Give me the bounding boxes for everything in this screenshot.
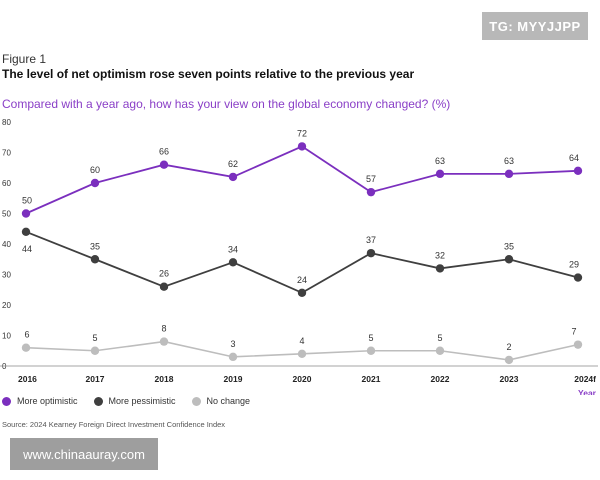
legend-swatch-no-change xyxy=(191,396,201,406)
data-label-pessimistic-2018: 26 xyxy=(159,269,169,279)
y-tick-label-40: 40 xyxy=(2,240,11,249)
y-tick-label-20: 20 xyxy=(2,301,11,310)
data-point-optimistic-2018 xyxy=(159,160,169,169)
data-point-optimistic-2020 xyxy=(297,142,307,151)
data-point-optimistic-2022 xyxy=(435,169,445,179)
data-point-pessimistic-2017 xyxy=(90,255,100,264)
y-tick-label-30: 30 xyxy=(2,271,11,280)
data-point-optimistic-2016 xyxy=(21,209,31,218)
x-tick-label-2019: 2019 xyxy=(224,374,243,384)
data-label-pessimistic-2021: 37 xyxy=(366,235,376,245)
legend-item-pessimistic: More pessimistic xyxy=(93,396,176,406)
x-tick-label-2023: 2023 xyxy=(500,374,519,384)
y-tick-label-50: 50 xyxy=(2,210,11,219)
data-label-optimistic-2022: 63 xyxy=(435,156,445,166)
data-label-no-change-2018: 8 xyxy=(161,324,166,334)
data-point-no-change-2022 xyxy=(435,346,445,355)
data-point-no-change-2016 xyxy=(21,343,31,352)
data-label-optimistic-2020: 72 xyxy=(297,128,307,138)
chart-legend: More optimistic More pessimistic No chan… xyxy=(2,396,266,406)
website-watermark-badge: www.chinaauray.com xyxy=(10,438,158,470)
source-note: Source: 2024 Kearney Foreign Direct Inve… xyxy=(2,420,226,429)
data-point-pessimistic-2021 xyxy=(366,248,376,258)
data-label-pessimistic-2024f: 29 xyxy=(569,260,579,270)
telegram-watermark-badge: TG: MYYJJPP xyxy=(482,12,588,40)
data-point-optimistic-2019 xyxy=(228,172,238,182)
data-point-no-change-2021 xyxy=(366,346,376,355)
data-label-pessimistic-2022: 32 xyxy=(435,250,445,260)
x-axis-label: Year xyxy=(578,388,597,395)
x-tick-label-2022: 2022 xyxy=(431,374,450,384)
x-tick-label-2020: 2020 xyxy=(293,374,312,384)
data-point-pessimistic-2022 xyxy=(435,264,445,273)
data-label-pessimistic-2016: 44 xyxy=(22,244,32,254)
data-label-optimistic-2024f: 64 xyxy=(569,153,579,163)
data-point-pessimistic-2018 xyxy=(159,282,169,291)
data-point-optimistic-2017 xyxy=(90,178,100,188)
y-tick-label-70: 70 xyxy=(2,149,11,158)
series-line-optimistic xyxy=(25,145,579,215)
y-tick-label-10: 10 xyxy=(2,332,11,341)
data-label-no-change-2019: 3 xyxy=(230,339,235,349)
y-tick-label-0: 0 xyxy=(2,362,7,371)
legend-label-optimistic: More optimistic xyxy=(17,396,78,406)
data-point-optimistic-2021 xyxy=(366,187,376,197)
y-tick-label-80: 80 xyxy=(2,118,11,127)
data-point-no-change-2020 xyxy=(297,349,307,358)
data-label-optimistic-2017: 60 xyxy=(90,165,100,175)
data-point-pessimistic-2020 xyxy=(297,288,307,297)
x-tick-label-2017: 2017 xyxy=(86,374,105,384)
data-label-no-change-2016: 6 xyxy=(24,330,29,340)
data-point-pessimistic-2023 xyxy=(504,255,514,264)
data-label-pessimistic-2023: 35 xyxy=(504,241,514,251)
data-label-no-change-2021: 5 xyxy=(368,333,373,343)
chart-title: Compared with a year ago, how has your v… xyxy=(2,97,451,111)
data-point-optimistic-2024f xyxy=(573,166,583,175)
data-point-no-change-2017 xyxy=(90,346,100,355)
data-label-optimistic-2023: 63 xyxy=(504,156,514,166)
legend-swatch-optimistic xyxy=(2,396,11,406)
x-tick-label-2024f: 2024f xyxy=(574,374,596,384)
figure-title: The level of net optimism rose seven poi… xyxy=(2,67,415,81)
data-point-no-change-2024f xyxy=(573,340,583,349)
data-label-optimistic-2021: 57 xyxy=(366,174,376,184)
data-label-no-change-2017: 5 xyxy=(92,333,97,343)
data-point-pessimistic-2019 xyxy=(228,258,238,267)
data-point-no-change-2019 xyxy=(228,352,238,362)
data-label-no-change-2023: 2 xyxy=(506,342,511,352)
data-point-pessimistic-2024f xyxy=(573,273,583,282)
data-point-no-change-2018 xyxy=(159,337,169,346)
data-label-optimistic-2018: 66 xyxy=(159,147,169,157)
legend-label-pessimistic: More pessimistic xyxy=(108,396,176,406)
data-point-optimistic-2023 xyxy=(504,169,514,179)
x-tick-label-2016: 2016 xyxy=(18,374,37,384)
line-chart: 0 10 20 30 40 50 60 70 80 2016 2017 2018 2019 2020 202… xyxy=(0,118,598,395)
legend-label-no-change: No change xyxy=(206,396,251,406)
legend-item-no-change: No change xyxy=(191,396,251,406)
legend-swatch-pessimistic xyxy=(93,396,103,406)
data-point-pessimistic-2016 xyxy=(21,227,31,236)
x-tick-label-2021: 2021 xyxy=(362,374,381,384)
data-label-optimistic-2016: 50 xyxy=(22,196,32,206)
figure-label: Figure 1 xyxy=(2,52,47,66)
data-label-pessimistic-2020: 24 xyxy=(297,275,307,285)
data-label-pessimistic-2017: 35 xyxy=(90,241,100,251)
data-label-no-change-2024f: 7 xyxy=(571,327,576,337)
legend-item-optimistic: More optimistic xyxy=(2,396,78,406)
x-tick-label-2018: 2018 xyxy=(155,374,174,384)
data-label-no-change-2022: 5 xyxy=(437,333,442,343)
data-label-pessimistic-2019: 34 xyxy=(228,244,238,254)
data-point-no-change-2023 xyxy=(504,355,514,365)
data-label-no-change-2020: 4 xyxy=(299,336,304,346)
y-tick-label-60: 60 xyxy=(2,179,11,188)
data-label-optimistic-2019: 62 xyxy=(228,159,238,169)
